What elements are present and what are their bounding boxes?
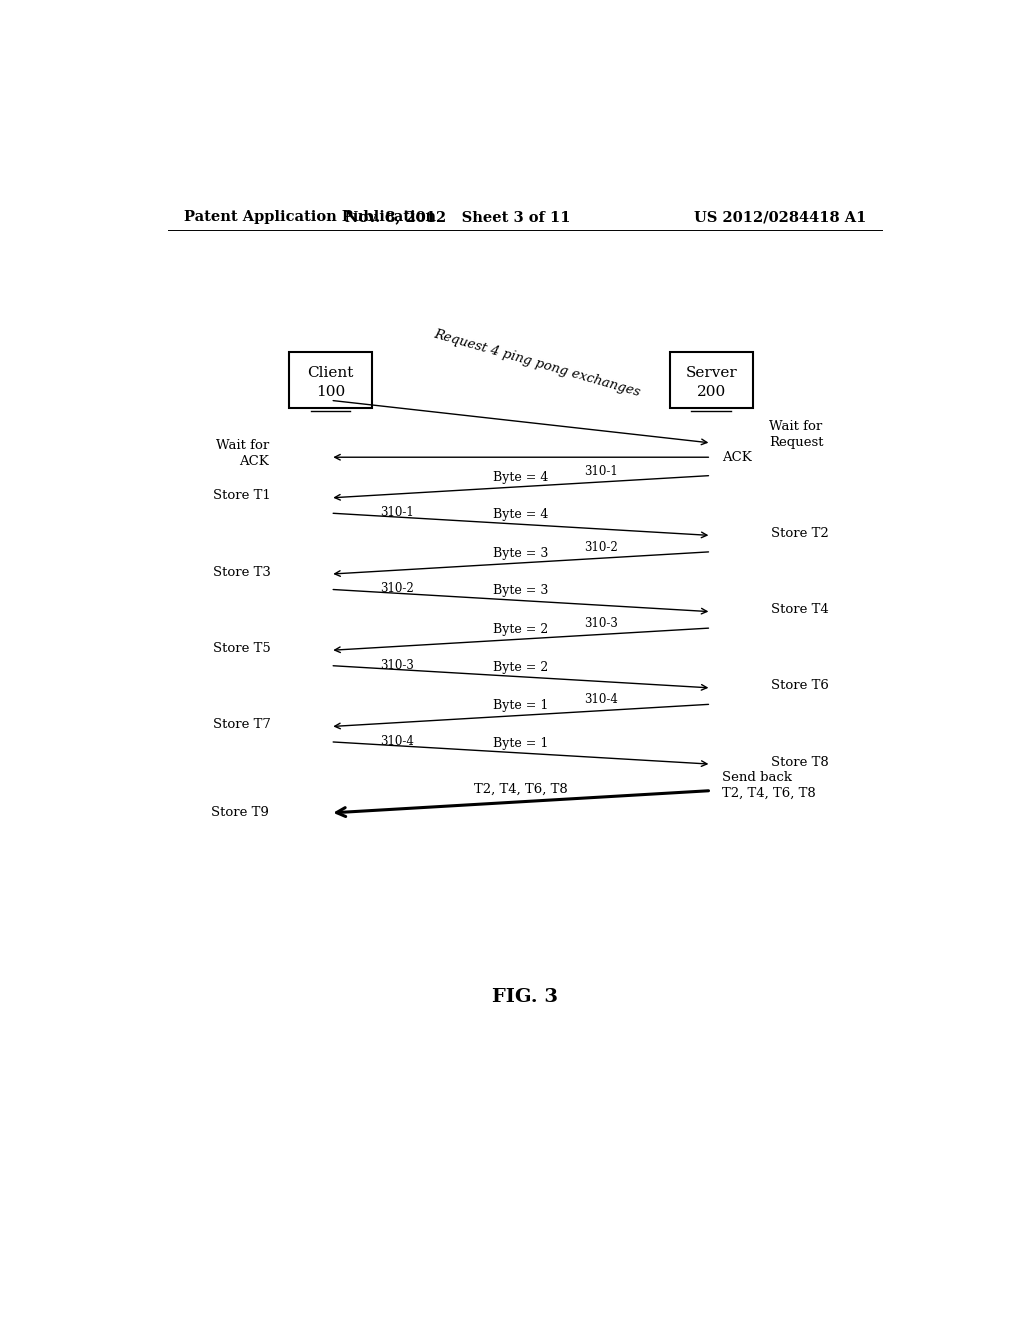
Text: Store T2: Store T2 [771,527,828,540]
Text: Server: Server [685,366,737,380]
Text: 310-2: 310-2 [380,582,414,595]
Text: Wait for
ACK: Wait for ACK [216,438,269,467]
Text: ACK: ACK [722,450,752,463]
Text: 310-4: 310-4 [380,735,414,748]
Text: Store T9: Store T9 [211,807,269,820]
Text: Byte = 4: Byte = 4 [494,508,549,521]
Text: US 2012/0284418 A1: US 2012/0284418 A1 [693,210,866,224]
Text: Patent Application Publication: Patent Application Publication [183,210,435,224]
Text: 310-4: 310-4 [585,693,618,706]
Text: T2, T4, T6, T8: T2, T4, T6, T8 [474,783,567,796]
Text: Send back
T2, T4, T6, T8: Send back T2, T4, T6, T8 [722,771,815,800]
Text: Byte = 1: Byte = 1 [494,737,549,750]
Text: 100: 100 [315,385,345,399]
Text: Byte = 4: Byte = 4 [494,471,549,483]
Text: Nov. 8, 2012   Sheet 3 of 11: Nov. 8, 2012 Sheet 3 of 11 [345,210,570,224]
Text: 310-3: 310-3 [585,616,618,630]
Text: Store T4: Store T4 [771,603,828,616]
Bar [670,352,753,408]
Text: Store T8: Store T8 [771,755,828,768]
Bar [289,352,372,408]
Text: Store T7: Store T7 [213,718,270,731]
Text: 310-3: 310-3 [380,659,414,672]
Text: 310-2: 310-2 [585,541,618,554]
Text: Byte = 1: Byte = 1 [494,700,549,713]
Text: Client: Client [307,366,353,380]
Text: 310-1: 310-1 [380,507,414,519]
Text: Byte = 3: Byte = 3 [494,585,549,598]
Text: Byte = 2: Byte = 2 [494,661,549,673]
Text: 310-1: 310-1 [585,465,618,478]
Text: Request 4 ping pong exchanges: Request 4 ping pong exchanges [432,327,641,399]
Text: Byte = 2: Byte = 2 [494,623,549,636]
Text: Wait for
Request: Wait for Request [769,420,823,449]
Text: Byte = 3: Byte = 3 [494,546,549,560]
Text: 200: 200 [696,385,726,399]
Text: Store T3: Store T3 [213,565,270,578]
Text: Store T6: Store T6 [771,680,828,693]
Text: Store T1: Store T1 [213,490,270,503]
Text: Store T5: Store T5 [213,642,270,655]
Text: FIG. 3: FIG. 3 [492,987,558,1006]
